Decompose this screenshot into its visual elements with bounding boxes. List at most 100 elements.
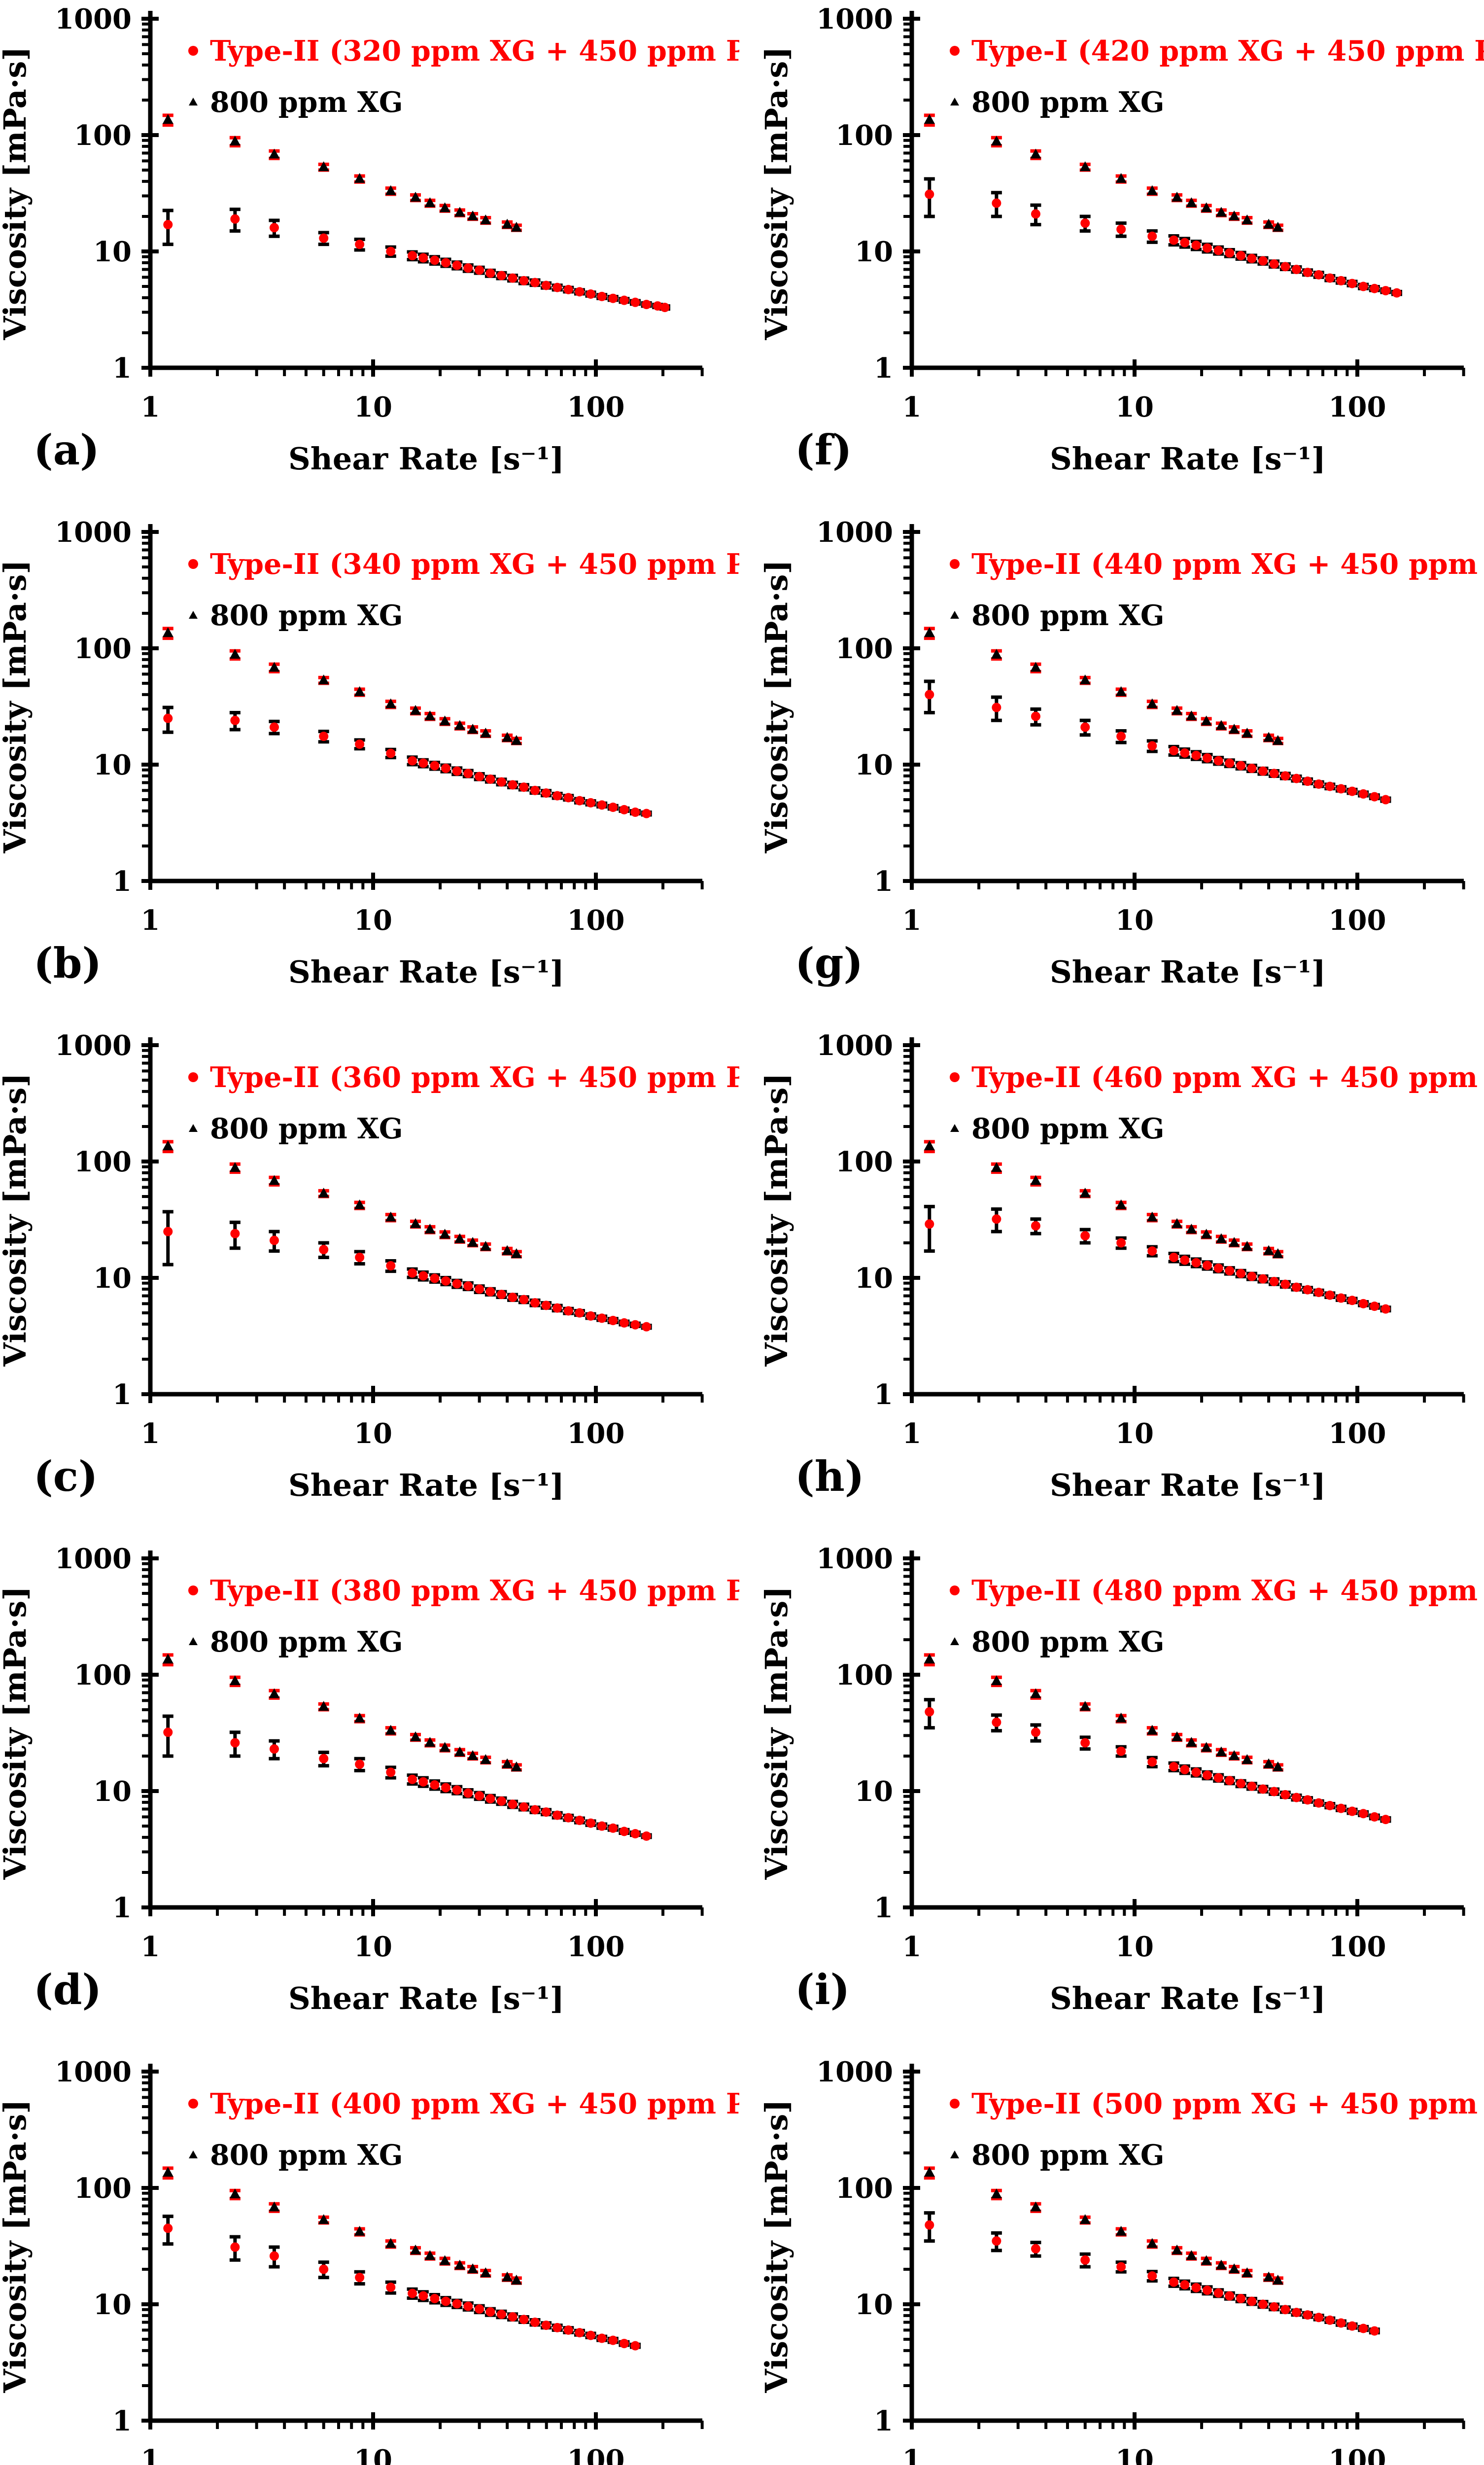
data-point (1147, 2271, 1157, 2281)
legend-triangle-marker-icon (950, 2150, 959, 2158)
panel-letter: (g) (795, 939, 863, 987)
x-tick-label: 1 (141, 904, 160, 937)
data-point (1291, 1793, 1301, 1802)
data-point (439, 1229, 450, 1239)
data-point (1236, 2293, 1246, 2303)
series-800-ppm-xg (924, 2167, 1283, 2285)
data-point (385, 1211, 396, 1222)
data-point (1242, 1240, 1253, 1251)
data-point (1115, 686, 1127, 696)
data-point (318, 1701, 329, 1711)
data-point (1172, 1218, 1183, 1228)
legend: Type-II (340 ppm XG + 450 ppm Particle) 8… (188, 548, 739, 632)
series-type-mixture (925, 1707, 1390, 1825)
data-point (1186, 710, 1197, 721)
data-point (508, 1293, 518, 1303)
series-800-ppm-xg (924, 627, 1283, 745)
data-point (563, 1813, 573, 1823)
data-point (1180, 1764, 1190, 1774)
y-tick-label: 1000 (816, 3, 893, 35)
data-point (1392, 288, 1402, 298)
data-point (430, 255, 440, 265)
legend-circle-marker-icon (950, 559, 960, 569)
data-point (1303, 1285, 1312, 1295)
data-point (163, 2223, 173, 2233)
data-point (318, 161, 329, 172)
legend-circle-marker-icon (950, 46, 960, 56)
legend-label-xg: 800 ppm XG (210, 1625, 403, 1658)
legend: Type-II (320 ppm XG + 450 ppm Particle) 8… (188, 35, 739, 119)
data-point (162, 2167, 173, 2177)
data-point (475, 2304, 484, 2314)
data-point (1115, 2225, 1127, 2236)
data-point (475, 1791, 484, 1801)
y-tick-label: 100 (835, 119, 893, 152)
data-point (519, 782, 529, 792)
axes (141, 11, 704, 377)
data-point (597, 1313, 607, 1323)
data-point (386, 2283, 396, 2292)
x-axis-label: Shear Rate [s⁻¹] (1050, 954, 1326, 990)
viscosity-panel-f: 1 10 100 1 10 100 1000 Shear Rate [s⁻¹] Viscosit… (739, 0, 1484, 513)
data-point (1280, 771, 1290, 781)
data-point (410, 704, 421, 715)
errorbars-series-1 (924, 1653, 1283, 1772)
data-point (1242, 727, 1253, 738)
data-point (355, 240, 365, 249)
legend-circle-marker-icon (950, 1072, 960, 1082)
x-axis-label: Shear Rate [s⁻¹] (288, 1467, 564, 1503)
data-point (511, 1761, 522, 1771)
data-point (508, 780, 518, 790)
data-point (925, 189, 934, 199)
data-point (1236, 761, 1246, 771)
y-tick-label: 10 (855, 236, 893, 268)
viscosity-chart-g: 1 10 100 1 10 100 1000 Shear Rate [s⁻¹] Viscosit… (761, 516, 1484, 990)
data-point (410, 1731, 421, 1741)
data-point (454, 2259, 465, 2270)
data-point (318, 2214, 329, 2224)
data-point (452, 1279, 462, 1289)
y-tick-label: 1 (112, 2405, 132, 2437)
data-point (619, 805, 629, 814)
y-tick-label: 100 (835, 2172, 893, 2205)
data-point (454, 1233, 465, 1243)
legend-circle-marker-icon (950, 1585, 960, 1595)
data-point (991, 649, 1002, 659)
data-point (318, 1188, 329, 1198)
data-point (1030, 1175, 1041, 1185)
x-tick-label: 100 (567, 1931, 625, 1963)
data-point (385, 698, 396, 708)
data-point (630, 2341, 640, 2351)
y-tick-label: 100 (74, 633, 132, 665)
data-point (575, 287, 585, 297)
data-point (355, 1252, 365, 1262)
panel-letter: (b) (34, 939, 102, 987)
y-tick-label: 10 (93, 1262, 132, 1295)
data-point (519, 276, 529, 285)
data-point (563, 2325, 573, 2335)
data-point (502, 2271, 513, 2282)
data-point (1258, 766, 1268, 776)
data-point (269, 662, 280, 672)
legend: Type-II (360 ppm XG + 450 ppm Particle) 8… (188, 1061, 739, 1145)
data-point (480, 2267, 491, 2277)
data-point (319, 732, 329, 741)
panel-letter: (i) (795, 1965, 850, 2014)
data-point (1347, 1806, 1357, 1816)
x-tick-label: 100 (1329, 1417, 1386, 1450)
data-point (1258, 1274, 1268, 1284)
legend-label-xg: 800 ppm XG (210, 86, 403, 119)
data-point (992, 703, 1001, 712)
data-point (1225, 248, 1235, 258)
data-point (229, 136, 241, 146)
data-point (1269, 2302, 1279, 2312)
legend-circle-marker-icon (188, 2099, 198, 2109)
data-point (418, 253, 428, 263)
data-point (1213, 1773, 1223, 1783)
data-point (1030, 662, 1041, 672)
data-point (424, 2250, 436, 2260)
data-point (1147, 1246, 1157, 1256)
data-point (924, 1654, 935, 1664)
y-tick-label: 10 (855, 749, 893, 781)
data-point (502, 1245, 513, 1255)
